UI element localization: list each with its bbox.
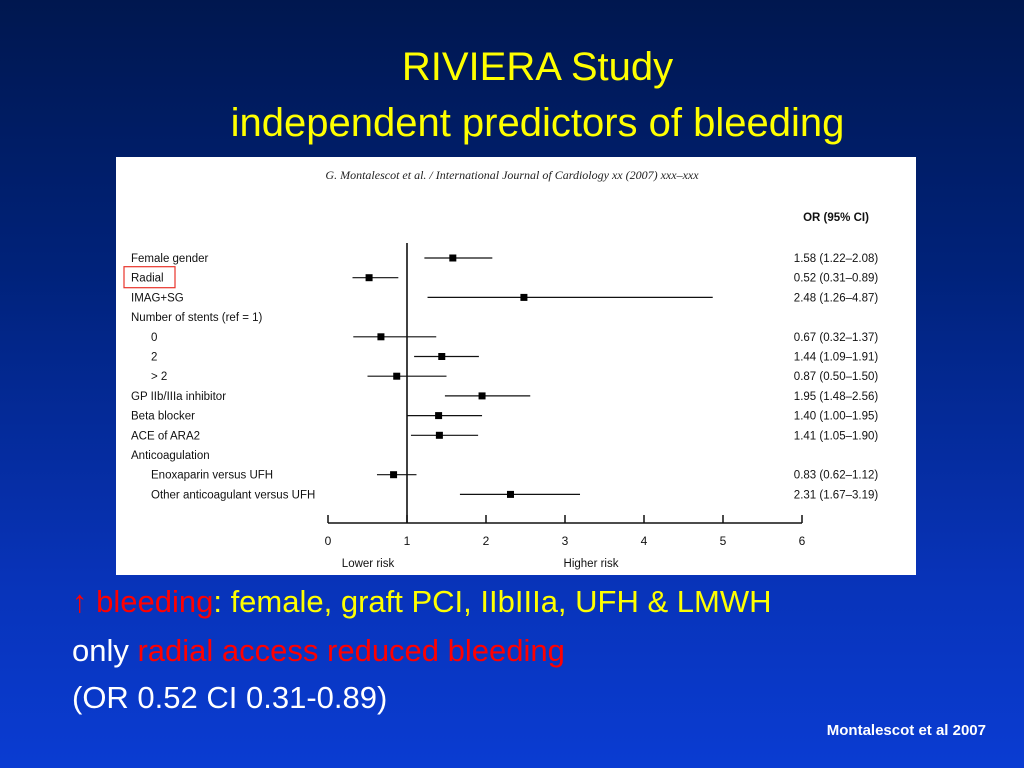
- row-label-2: 2: [151, 352, 157, 364]
- or-column-header: OR (95% CI): [803, 212, 869, 224]
- row-label-2: > 2: [151, 371, 167, 383]
- or-point: [435, 431, 443, 439]
- or-point: [393, 372, 401, 380]
- or-point: [438, 353, 446, 360]
- row-label-gp-iib-iiia-inhibitor: GP IIb/IIIa inhibitor: [131, 391, 226, 403]
- only-prefix: only: [72, 633, 138, 668]
- figure-citation: G. Montalescot et al. / International Jo…: [325, 168, 699, 182]
- forest-rows: Female gender 1.58 (1.22–2.08) Radial 0.52 …: [123, 243, 879, 523]
- or-ci-value: 1.41 (1.05–1.90): [794, 430, 879, 442]
- radial-access-text: radial access reduced bleeding: [137, 633, 565, 668]
- row-label-radial: Radial: [131, 273, 164, 285]
- or-ci-value: 0.52 (0.31–0.89): [794, 273, 879, 285]
- or-point: [390, 471, 398, 479]
- or-ci-value: 0.83 (0.62–1.12): [794, 470, 879, 482]
- radial-highlight-box: [123, 266, 176, 289]
- row-label-other-anticoagulant-versus-ufh: Other anticoagulant versus UFH: [151, 489, 315, 501]
- row-label-enoxaparin-versus-ufh: Enoxaparin versus UFH: [151, 470, 273, 482]
- row-label-ace-of-ara2: ACE of ARA2: [131, 430, 200, 442]
- slide-subtitle: independent predictors of bleeding: [230, 101, 845, 145]
- x-tick-label: 6: [799, 534, 806, 548]
- x-tick-label: 3: [562, 534, 569, 548]
- row-label-imag-sg: IMAG+SG: [131, 292, 184, 304]
- x-tick-label: 5: [720, 534, 727, 548]
- bleeding-predictors-text: : female, graft PCI, IIbIIIa, UFH & LMWH: [213, 584, 772, 619]
- row-label-0: 0: [151, 332, 157, 344]
- higher-risk-label: Higher risk: [564, 558, 619, 570]
- bleeding-keyword: bleeding: [96, 584, 214, 619]
- up-arrow-icon: ↑: [72, 584, 88, 619]
- row-label-number-of-stents-ref-1: Number of stents (ref = 1): [131, 312, 263, 324]
- summary-line-1: ↑ bleeding: female, graft PCI, IIbIIIa, …: [72, 582, 771, 622]
- forest-plot-figure: G. Montalescot et al. / International Jo…: [116, 157, 916, 575]
- x-tick-label: 4: [641, 534, 648, 548]
- or-ci-value: 1.95 (1.48–2.56): [794, 391, 879, 403]
- lower-risk-label: Lower risk: [342, 558, 395, 570]
- x-tick-label: 0: [325, 534, 332, 548]
- forest-plot: G. Montalescot et al. / International Jo…: [123, 168, 879, 570]
- or-point: [520, 293, 528, 301]
- or-ci-value: 0.87 (0.50–1.50): [794, 371, 879, 383]
- or-point: [449, 254, 457, 262]
- odds-ratio-text: (OR 0.52 CI 0.31-0.89): [72, 680, 388, 715]
- x-tick-label: 2: [483, 534, 490, 548]
- or-ci-value: 0.67 (0.32–1.37): [794, 332, 879, 344]
- row-label-anticoagulation: Anticoagulation: [131, 450, 210, 462]
- summary-line-2: only radial access reduced bleeding: [72, 631, 565, 671]
- or-ci-value: 1.40 (1.00–1.95): [794, 411, 879, 423]
- x-axis: 0 1 2 3 4 5 6: [325, 515, 806, 548]
- slide-title: RIVIERA Study: [401, 45, 674, 89]
- or-point: [365, 274, 373, 282]
- x-tick-label: 1: [404, 534, 411, 548]
- row-label-female-gender: Female gender: [131, 253, 209, 265]
- row-label-beta-blocker: Beta blocker: [131, 411, 195, 423]
- or-ci-value: 1.58 (1.22–2.08): [794, 253, 879, 265]
- or-point: [478, 392, 486, 400]
- or-point: [506, 490, 514, 498]
- or-point: [435, 412, 443, 420]
- or-ci-value: 1.44 (1.09–1.91): [794, 352, 879, 364]
- or-ci-value: 2.48 (1.26–4.87): [794, 292, 879, 304]
- or-point: [377, 333, 385, 341]
- or-ci-value: 2.31 (1.67–3.19): [794, 489, 879, 501]
- source-footer: Montalescot et al 2007: [826, 722, 986, 739]
